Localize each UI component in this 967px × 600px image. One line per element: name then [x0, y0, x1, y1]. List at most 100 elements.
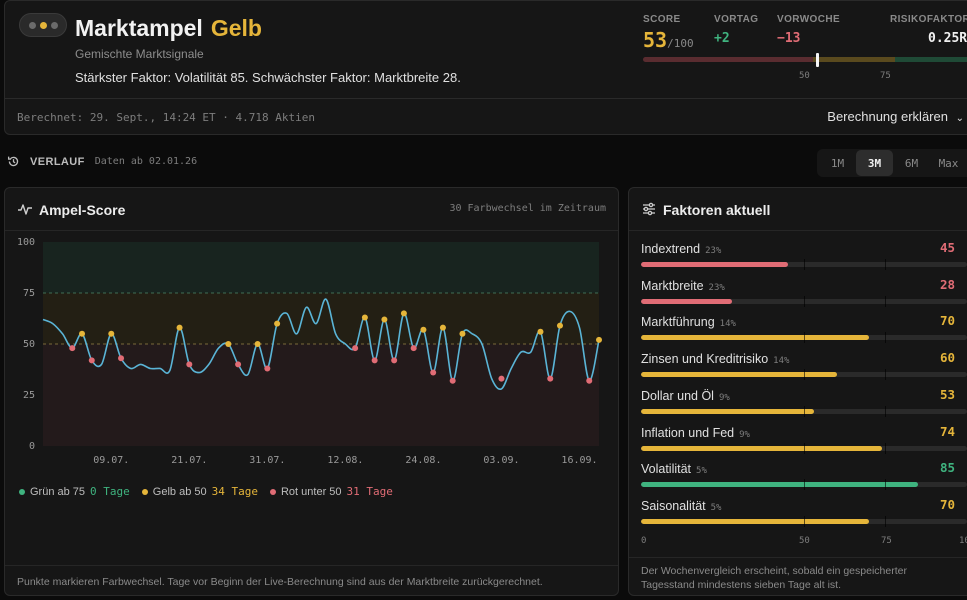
change-point — [439, 324, 446, 331]
pulse-icon — [18, 204, 32, 215]
legend-label: Rot unter 50 — [280, 485, 342, 498]
scale-75: 75 — [881, 536, 892, 546]
score-bar — [643, 57, 967, 62]
change-point — [186, 361, 193, 368]
risk-label: RISIKOFAKTOR — [890, 14, 967, 25]
explain-button[interactable]: Berechnung erklären ⌄ — [827, 109, 964, 124]
title-text: Marktampel — [75, 15, 203, 41]
notch-50 — [804, 259, 805, 270]
change-point — [235, 361, 242, 368]
factors-card: Faktoren aktuell Indextrend 23% 45 Marktbre… — [628, 187, 967, 596]
change-point — [88, 357, 95, 364]
chart-meta: 30 Farbwechsel im Zeitraum — [449, 203, 606, 214]
chevron-down-icon: ⌄ — [955, 113, 964, 124]
change-point — [225, 341, 232, 347]
factor-fill — [641, 518, 870, 524]
legend-label: Gelb ab 50 — [152, 485, 207, 498]
y-tick-label: 100 — [17, 237, 35, 248]
factor-weight: 23% — [705, 246, 722, 256]
change-point — [400, 310, 407, 317]
change-point — [108, 330, 115, 337]
y-tick-label: 25 — [23, 390, 35, 401]
change-point — [410, 345, 417, 352]
chart-card: Ampel-Score 30 Farbwechsel im Zeitraum 0… — [4, 187, 619, 596]
legend-yellow: Gelb ab 50 34 Tage — [141, 485, 258, 498]
factor-name: Inflation und Fed — [641, 425, 735, 440]
score-number: 53 — [643, 28, 668, 52]
factor-name: Marktbreite — [641, 278, 704, 293]
factor-value: 70 — [939, 496, 955, 512]
sliders-icon — [643, 202, 655, 216]
change-point — [69, 345, 76, 352]
notch-75 — [885, 405, 886, 417]
change-point — [449, 377, 456, 384]
change-point — [371, 357, 378, 364]
history-label: VERLAUF — [30, 155, 85, 168]
factor-value: 70 — [939, 313, 955, 329]
light-off — [50, 21, 58, 29]
range-max[interactable]: Max — [938, 156, 959, 170]
factor-weight: 14% — [719, 319, 736, 330]
notch-50 — [804, 369, 805, 381]
scale-0: 0 — [641, 536, 647, 546]
notch-50 — [804, 515, 805, 527]
data-since: Daten ab 02.01.26 — [94, 156, 198, 167]
notch-75 — [885, 369, 886, 381]
factors-title: Faktoren aktuell — [663, 202, 771, 218]
legend-days: 0 Tage — [90, 485, 130, 498]
factor-value: 45 — [939, 240, 955, 255]
factors-footnote: Der Wochenvergleich erscheint, sobald ei… — [629, 557, 967, 592]
change-point — [498, 375, 505, 382]
range-3m[interactable]: 3M — [856, 150, 893, 176]
score-value: 53/100 — [643, 28, 694, 52]
range-6m[interactable]: 6M — [904, 156, 919, 170]
legend-red: Rot unter 50 31 Tage — [269, 485, 393, 498]
factor-fill — [641, 408, 814, 414]
change-point — [556, 322, 563, 329]
factor-weight: 5% — [710, 502, 722, 513]
factor-value: 60 — [939, 350, 955, 366]
factor-weight: 14% — [773, 356, 790, 367]
legend-dot — [141, 488, 148, 495]
score-marker — [815, 53, 819, 67]
zone-yellow — [43, 293, 599, 344]
score-suffix: /100 — [667, 37, 694, 50]
factor-row: Zinsen und Kreditrisiko 14% 60 — [641, 350, 967, 381]
change-point — [430, 369, 437, 376]
factor-fill — [641, 298, 733, 304]
factor-row: Volatilität 5% 85 — [641, 460, 967, 491]
explain-label: Berechnung erklären — [827, 109, 948, 124]
factor-row: Marktführung 14% 70 — [641, 313, 967, 344]
chart-legend: Grün ab 75 0 Tage Gelb ab 50 34 Tage Rot… — [19, 485, 393, 498]
range-selector: 1M 3M 6M Max — [817, 149, 967, 177]
factor-fill — [641, 262, 788, 267]
range-1m[interactable]: 1M — [830, 156, 845, 170]
factor-fill — [641, 482, 919, 488]
change-point — [547, 375, 554, 382]
header-card: Marktampel Gelb Gemischte Marktsignale St… — [4, 0, 967, 135]
scale-75: 75 — [880, 71, 891, 81]
legend-label: Grün ab 75 — [30, 485, 86, 498]
factor-weight: 5% — [696, 466, 707, 477]
y-tick-label: 75 — [23, 288, 35, 299]
scale-50: 50 — [799, 71, 810, 81]
factor-row: Marktbreite 23% 28 — [641, 277, 967, 307]
strength-summary: Stärkster Faktor: Volatilität 85. Schwäc… — [75, 70, 461, 85]
light-off — [28, 21, 36, 29]
change-point — [596, 336, 602, 343]
history-row: VERLAUF Daten ab 02.01.26 — [7, 155, 197, 168]
page-title: Marktampel Gelb — [75, 15, 262, 42]
change-point — [586, 377, 593, 384]
notch-50 — [804, 442, 805, 454]
notch-75 — [885, 479, 886, 491]
chart-footnote: Punkte markieren Farbwechsel. Tage vor B… — [5, 565, 618, 588]
factor-fill — [641, 372, 837, 378]
change-point — [274, 320, 281, 327]
factor-row: Saisonalität 5% 70 — [641, 496, 967, 527]
change-point — [391, 357, 398, 364]
change-point — [537, 328, 544, 335]
factor-weight: 9% — [718, 392, 730, 403]
vorwoche-value: −13 — [777, 31, 801, 46]
x-tick-label: 31.07. — [249, 455, 285, 466]
legend-dot — [19, 488, 25, 495]
